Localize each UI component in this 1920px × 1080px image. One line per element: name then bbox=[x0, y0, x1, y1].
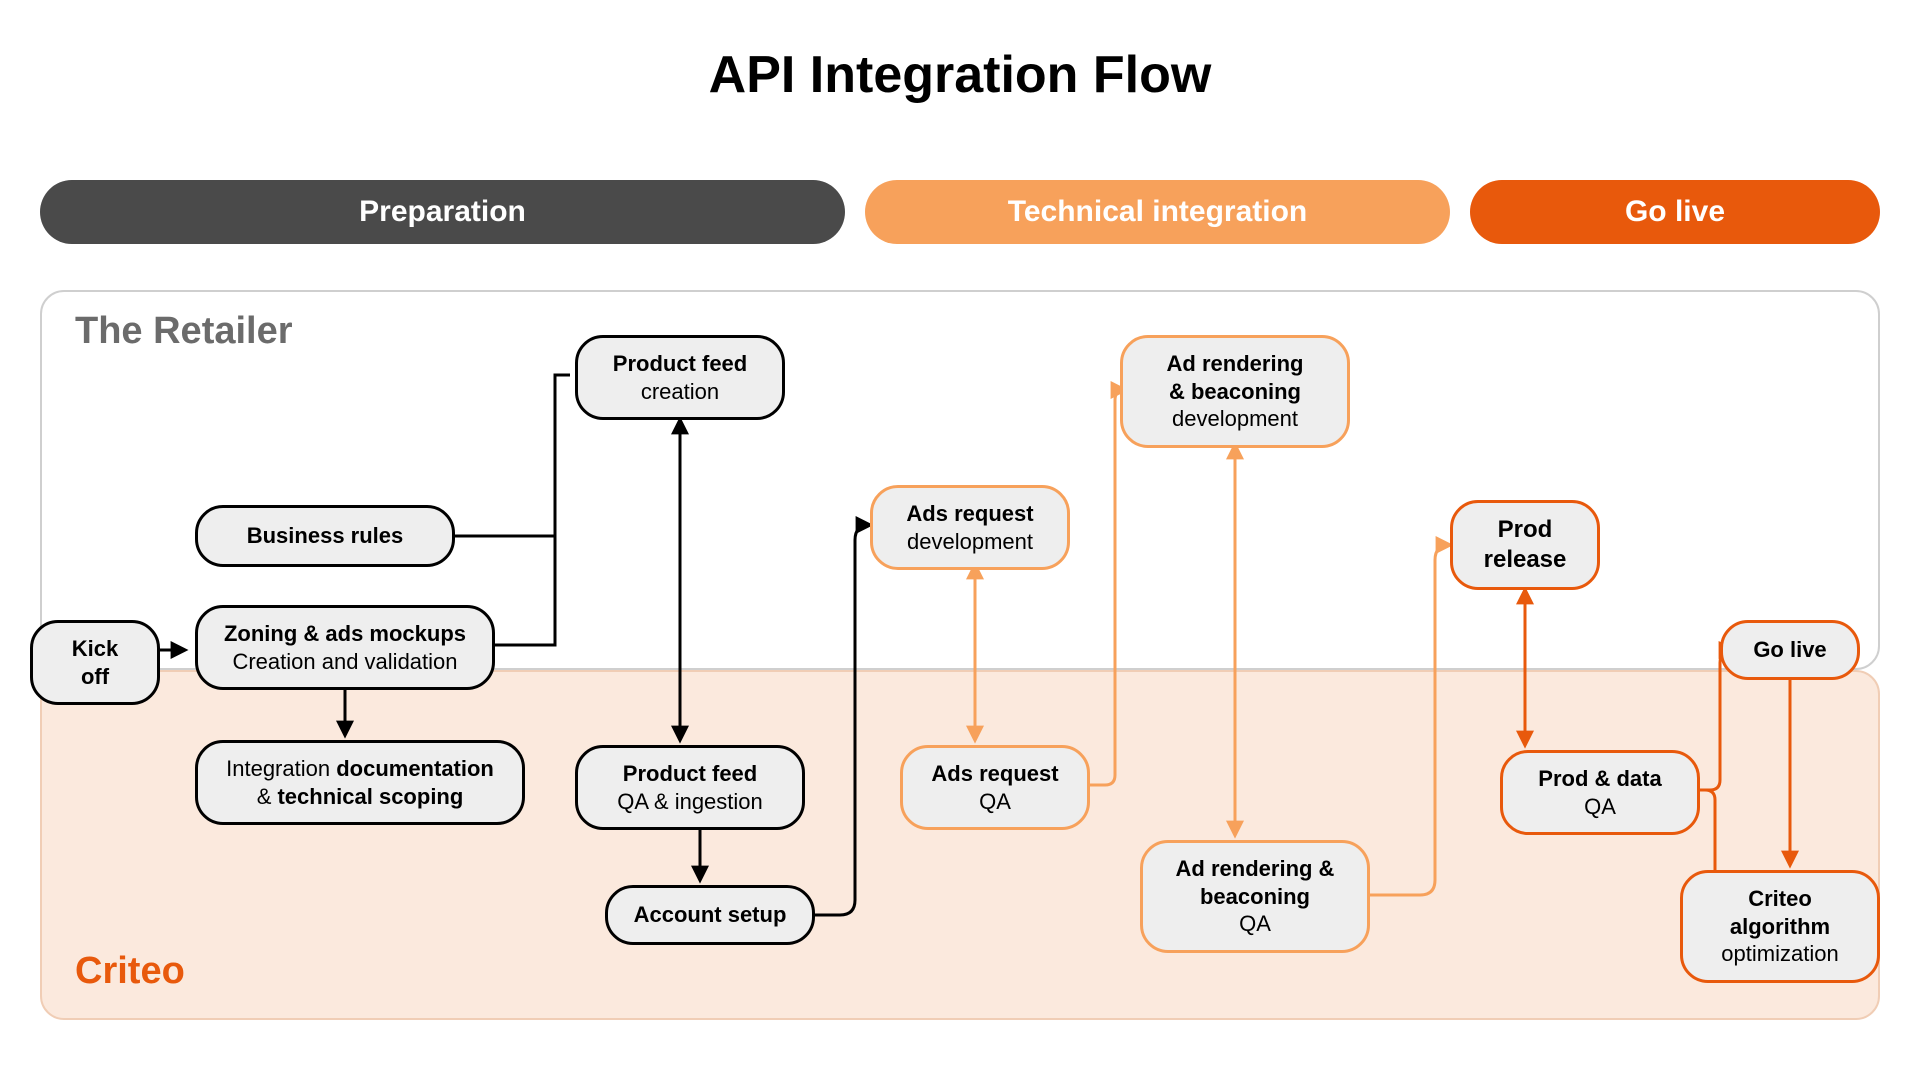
node-rendev: Ad rendering& beaconingdevelopment bbox=[1120, 335, 1350, 448]
lane-retailer-label: The Retailer bbox=[75, 310, 293, 353]
node-zoning: Zoning & ads mockupsCreation and validat… bbox=[195, 605, 495, 690]
phase-golive: Go live bbox=[1470, 180, 1880, 244]
lane-criteo-label: Criteo bbox=[75, 950, 185, 993]
node-kickoff: Kick off bbox=[30, 620, 160, 705]
phase-preparation: Preparation bbox=[40, 180, 845, 244]
node-algo: Criteoalgorithmoptimization bbox=[1680, 870, 1880, 983]
page-title: API Integration Flow bbox=[0, 0, 1920, 105]
node-renqa: Ad rendering &beaconingQA bbox=[1140, 840, 1370, 953]
node-adsdev: Ads requestdevelopment bbox=[870, 485, 1070, 570]
node-intdoc: Integration documentation& technical sco… bbox=[195, 740, 525, 825]
node-pfcreate: Product feedcreation bbox=[575, 335, 785, 420]
node-adsqa: Ads requestQA bbox=[900, 745, 1090, 830]
lane-criteo bbox=[40, 670, 1880, 1020]
node-acct: Account setup bbox=[605, 885, 815, 945]
node-prodqa: Prod & dataQA bbox=[1500, 750, 1700, 835]
node-bizrules: Business rules bbox=[195, 505, 455, 567]
node-goliven: Go live bbox=[1720, 620, 1860, 680]
node-prodrel: Prodrelease bbox=[1450, 500, 1600, 590]
phase-technical: Technical integration bbox=[865, 180, 1450, 244]
node-pfqa: Product feedQA & ingestion bbox=[575, 745, 805, 830]
